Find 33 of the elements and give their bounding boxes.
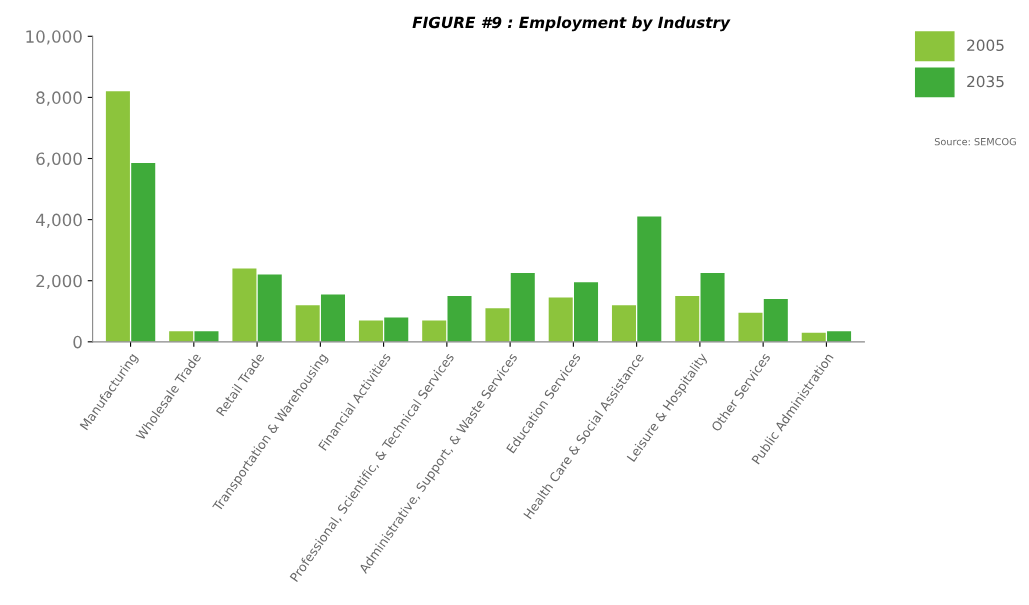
bar	[827, 331, 852, 342]
bar	[447, 296, 472, 342]
bar	[358, 320, 383, 342]
bar	[574, 282, 599, 342]
chart-title: FIGURE #9 : Employment by Industry	[412, 16, 731, 32]
y-tick-label: 2,000	[36, 274, 82, 289]
y-tick-label: 8,000	[36, 91, 82, 106]
bar	[320, 294, 346, 342]
y-tick-label: 4,000	[35, 213, 82, 228]
bar	[169, 331, 194, 342]
bar	[700, 273, 725, 342]
bar	[485, 308, 510, 342]
bar	[194, 331, 219, 342]
bar	[295, 305, 320, 342]
y-tick-label: 6,000	[36, 152, 82, 167]
bar	[763, 299, 788, 342]
source-note: Source: SEMCOG	[934, 137, 1016, 146]
bar	[510, 273, 535, 342]
bar	[422, 320, 447, 342]
y-tick-label: 0	[73, 335, 82, 349]
bar	[738, 312, 763, 342]
bar	[232, 268, 257, 342]
bar	[637, 216, 662, 342]
legend-label: 2005	[967, 39, 1004, 52]
legend-label: 2035	[967, 75, 1004, 88]
bar	[611, 305, 636, 342]
bar	[675, 296, 700, 342]
bar	[384, 317, 409, 342]
y-tick-label: 10,000	[26, 30, 82, 45]
bar	[131, 163, 156, 342]
bar	[548, 297, 573, 342]
bar	[257, 274, 282, 342]
bar	[105, 91, 130, 342]
